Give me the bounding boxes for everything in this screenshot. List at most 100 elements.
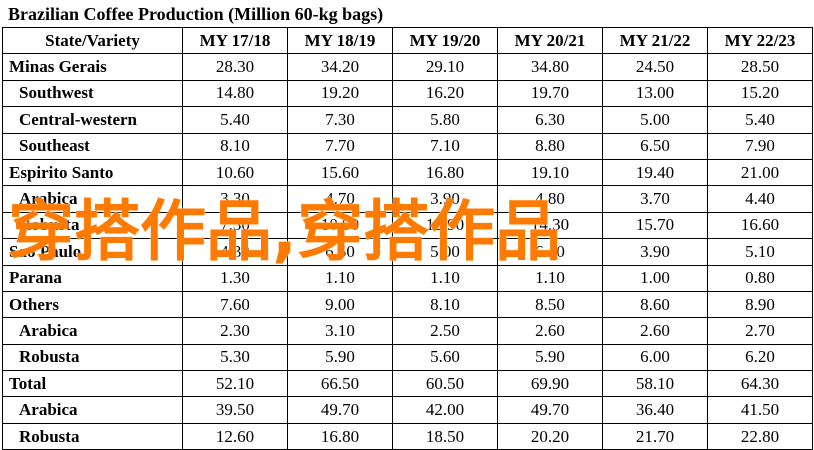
value-cell: 10.90 xyxy=(287,211,393,240)
value-cell: 21.00 xyxy=(707,158,813,187)
header-year-2: MY 18/19 xyxy=(287,26,393,55)
value-cell: 19.40 xyxy=(602,158,708,187)
value-cell: 18.50 xyxy=(392,422,498,450)
value-cell: 13.00 xyxy=(602,79,708,108)
value-cell: 7.70 xyxy=(287,132,393,160)
table-title: Brazilian Coffee Production (Million 60-… xyxy=(8,4,384,24)
value-cell: 9.00 xyxy=(287,290,393,319)
value-cell: 0.80 xyxy=(707,264,813,292)
row-label: Minas Gerais xyxy=(2,53,183,81)
header-state-variety: State/Variety xyxy=(2,26,183,55)
header-year-3: MY 19/20 xyxy=(392,26,498,55)
value-cell: 15.20 xyxy=(707,79,813,108)
value-cell: 6.50 xyxy=(287,238,393,266)
table-row: Robusta 7.30 10.90 12.90 14.30 15.70 16.60 xyxy=(2,211,813,240)
value-cell: 2.50 xyxy=(392,317,498,345)
value-cell: 8.10 xyxy=(392,290,498,319)
value-cell: 1.00 xyxy=(602,264,708,292)
value-cell: 7.30 xyxy=(182,211,288,240)
row-label: Parana xyxy=(2,264,183,292)
table-row: Robusta 5.30 5.90 5.60 5.90 6.00 6.20 xyxy=(2,343,813,372)
value-cell: 3.10 xyxy=(287,317,393,345)
value-cell: 28.50 xyxy=(707,53,813,81)
value-cell: 58.10 xyxy=(602,370,708,398)
table-row: Minas Gerais 28.30 34.20 29.10 34.80 24.50 28.… xyxy=(2,53,813,81)
value-cell: 52.10 xyxy=(182,370,288,398)
row-label: Total xyxy=(2,370,183,398)
row-label: Sao Paulo xyxy=(2,238,183,266)
value-cell: 6.40 xyxy=(497,238,603,266)
value-cell: 41.50 xyxy=(707,396,813,424)
value-cell: 16.20 xyxy=(392,79,498,108)
value-cell: 16.80 xyxy=(287,422,393,450)
value-cell: 15.70 xyxy=(602,211,708,240)
value-cell: 4.40 xyxy=(707,185,813,213)
value-cell: 2.70 xyxy=(707,317,813,345)
header-row: State/Variety MY 17/18 MY 18/19 MY 19/20 MY … xyxy=(2,26,813,55)
value-cell: 5.00 xyxy=(602,106,708,134)
row-label: Arabica xyxy=(2,185,183,213)
header-year-5: MY 21/22 xyxy=(602,26,708,55)
value-cell: 7.10 xyxy=(392,132,498,160)
value-cell: 34.80 xyxy=(497,53,603,81)
value-cell: 7.90 xyxy=(707,132,813,160)
value-cell: 42.00 xyxy=(392,396,498,424)
value-cell: 8.60 xyxy=(602,290,708,319)
value-cell: 28.30 xyxy=(182,53,288,81)
value-cell: 14.80 xyxy=(182,79,288,108)
row-label: Espirito Santo xyxy=(2,158,183,187)
header-year-6: MY 22/23 xyxy=(707,26,813,55)
value-cell: 8.80 xyxy=(497,132,603,160)
value-cell: 19.70 xyxy=(497,79,603,108)
value-cell: 5.30 xyxy=(182,343,288,372)
watermark-text: 穿搭作品,穿搭作品 xyxy=(8,193,562,270)
value-cell: 6.00 xyxy=(602,343,708,372)
row-label: Southwest xyxy=(2,79,183,108)
row-label: Others xyxy=(2,290,183,319)
value-cell: 7.60 xyxy=(182,290,288,319)
value-cell: 20.20 xyxy=(497,422,603,450)
value-cell: 19.20 xyxy=(287,79,393,108)
value-cell: 34.20 xyxy=(287,53,393,81)
value-cell: 4.70 xyxy=(287,185,393,213)
value-cell: 24.50 xyxy=(602,53,708,81)
table-row: Arabica 39.50 49.70 42.00 49.70 36.40 41.50 xyxy=(2,396,813,424)
value-cell: 36.40 xyxy=(602,396,708,424)
header-year-1: MY 17/18 xyxy=(182,26,288,55)
value-cell: 8.10 xyxy=(182,132,288,160)
value-cell: 5.60 xyxy=(392,343,498,372)
value-cell: 3.70 xyxy=(602,185,708,213)
value-cell: 16.60 xyxy=(707,211,813,240)
value-cell: 15.60 xyxy=(287,158,393,187)
value-cell: 8.90 xyxy=(707,290,813,319)
value-cell: 2.30 xyxy=(182,317,288,345)
table-row: Southwest 14.80 19.20 16.20 19.70 13.00 15.20 xyxy=(2,79,813,108)
row-label: Southeast xyxy=(2,132,183,160)
table-row: Central-western 5.40 7.30 5.80 6.30 5.00 5.40 xyxy=(2,106,813,134)
row-label: Central-western xyxy=(2,106,183,134)
value-cell: 5.80 xyxy=(392,106,498,134)
value-cell: 5.40 xyxy=(182,106,288,134)
table-row: Robusta 12.60 16.80 18.50 20.20 21.70 22.80 xyxy=(2,422,813,450)
value-cell: 1.30 xyxy=(182,264,288,292)
value-cell: 5.90 xyxy=(497,343,603,372)
value-cell: 16.80 xyxy=(392,158,498,187)
value-cell: 22.80 xyxy=(707,422,813,450)
value-cell: 21.70 xyxy=(602,422,708,450)
value-cell: 3.30 xyxy=(182,185,288,213)
value-cell: 7.30 xyxy=(287,106,393,134)
row-label: Arabica xyxy=(2,317,183,345)
value-cell: 6.50 xyxy=(602,132,708,160)
table-row: Parana 1.30 1.10 1.10 1.10 1.00 0.80 xyxy=(2,264,813,292)
value-cell: 49.70 xyxy=(497,396,603,424)
value-cell: 1.10 xyxy=(392,264,498,292)
value-cell: 64.30 xyxy=(707,370,813,398)
row-label: Robusta xyxy=(2,343,183,372)
value-cell: 12.60 xyxy=(182,422,288,450)
value-cell: 5.90 xyxy=(287,343,393,372)
table-body: Minas Gerais 28.30 34.20 29.10 34.80 24.50 28.… xyxy=(2,53,813,450)
row-label: Arabica xyxy=(2,396,183,424)
table-row: Southeast 8.10 7.70 7.10 8.80 6.50 7.90 xyxy=(2,132,813,160)
header-year-4: MY 20/21 xyxy=(497,26,603,55)
